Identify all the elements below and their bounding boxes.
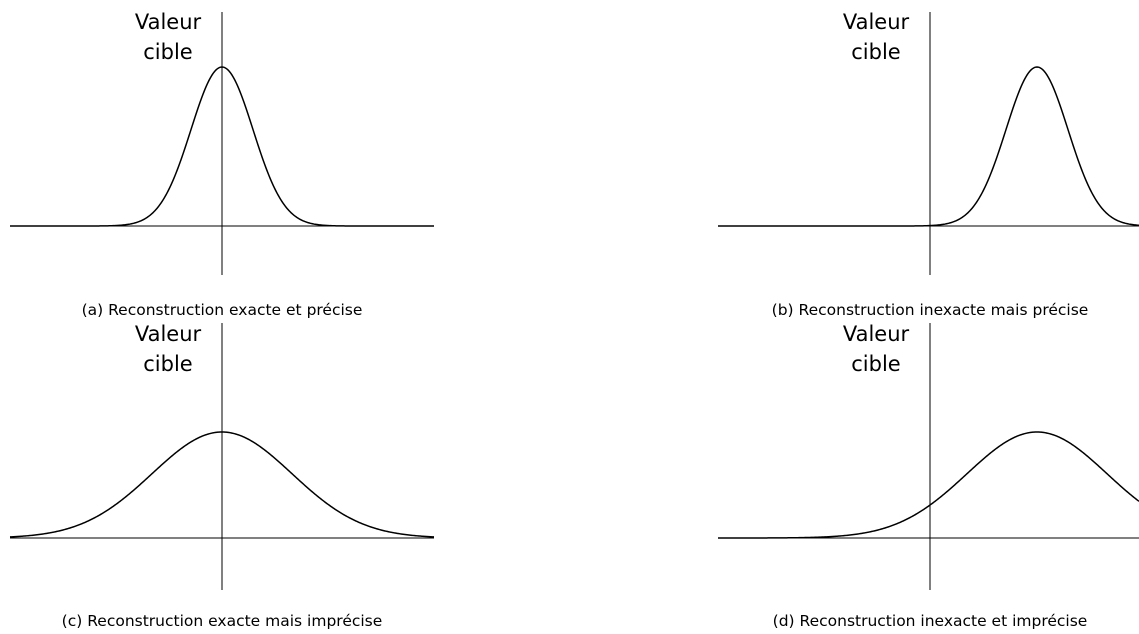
axis-label: Valeur <box>843 10 910 34</box>
axis-label: cible <box>143 352 192 376</box>
distribution-curve <box>718 431 1139 539</box>
caption: (a) Reconstruction exacte et précise <box>82 301 363 319</box>
distribution-curve <box>10 66 434 227</box>
axis-label: cible <box>851 40 900 64</box>
caption: (b) Reconstruction inexacte mais précise <box>772 301 1089 319</box>
axis-label: Valeur <box>843 322 910 346</box>
axis-label: Valeur <box>135 10 202 34</box>
axis-label: Valeur <box>135 322 202 346</box>
distribution-curve <box>9 431 435 538</box>
caption: (d) Reconstruction inexacte et imprécise <box>773 612 1088 630</box>
distribution-curve <box>718 66 1139 227</box>
axis-label: cible <box>851 352 900 376</box>
axis-label: cible <box>143 40 192 64</box>
caption: (c) Reconstruction exacte mais imprécise <box>62 612 383 630</box>
